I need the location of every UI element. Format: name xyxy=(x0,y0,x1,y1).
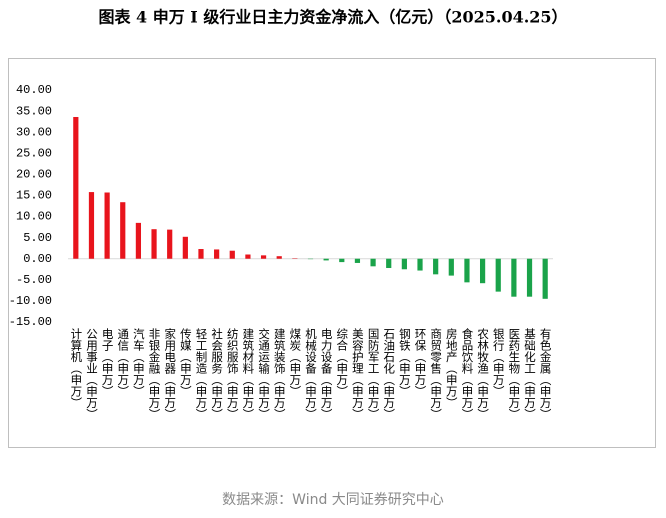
bar xyxy=(245,254,251,259)
x-tick-label: 银行（申万） xyxy=(492,327,506,397)
x-tick-label: 家用电器（申万） xyxy=(163,327,177,420)
x-tick-label: 汽车（申万） xyxy=(132,327,146,397)
bar xyxy=(339,258,345,263)
bar xyxy=(433,258,439,275)
bar xyxy=(151,229,157,259)
y-tick-label: 10.00 xyxy=(16,210,52,224)
x-tick-label: 纺织服饰（申万） xyxy=(226,327,240,420)
bar xyxy=(495,258,501,292)
x-tick-label: 通信（申万） xyxy=(116,328,130,397)
x-tick-label: 美容护理（申万） xyxy=(351,327,365,420)
bar xyxy=(386,258,392,269)
bar xyxy=(370,258,376,267)
x-tick-label: 食品饮料（申万） xyxy=(460,327,474,420)
y-tick-label: 40.00 xyxy=(16,83,52,97)
x-tick-label: 轻工制造（申万） xyxy=(194,327,208,420)
x-tick-label: 公用事业（申万） xyxy=(85,328,99,420)
bar xyxy=(479,258,486,284)
bar xyxy=(448,258,454,276)
x-tick-label: 有色金属（申万） xyxy=(539,327,553,420)
x-tick-label: 石油石化（申万） xyxy=(382,328,396,420)
x-tick-label: 医药生物（申万） xyxy=(507,328,521,420)
y-tick-label: 15.00 xyxy=(16,189,52,203)
x-tick-label: 计算机（申万） xyxy=(69,328,83,409)
bar xyxy=(276,256,282,259)
chart-title: 图表 4 申万 I 级行业日主力资金净流入（亿元）（2025.04.25） xyxy=(98,8,567,27)
x-tick-label: 基础化工（申万） xyxy=(523,328,537,420)
x-tick-label: 商贸零售（申万） xyxy=(429,327,443,420)
y-tick-label: 0.00 xyxy=(23,252,52,266)
bar xyxy=(323,258,329,261)
bar xyxy=(526,258,533,297)
x-tick-label: 综合（申万） xyxy=(335,327,349,397)
x-tick-label: 钢铁（申万） xyxy=(398,328,412,397)
y-tick-label: 30.00 xyxy=(16,125,52,139)
chart-frame xyxy=(8,58,656,448)
x-tick-label: 传媒（申万） xyxy=(179,327,193,397)
y-tick-label: 20.00 xyxy=(16,168,52,182)
y-tick-label: 5.00 xyxy=(23,231,52,245)
y-tick-label: -15.00 xyxy=(9,315,52,329)
x-tick-label: 机械设备（申万） xyxy=(304,327,318,420)
x-tick-label: 农林牧渔（申万） xyxy=(476,327,490,420)
bar xyxy=(73,116,79,259)
x-tick-label: 电子（申万） xyxy=(101,328,115,397)
x-tick-label: 交通运输（申万） xyxy=(257,327,271,420)
y-tick-label: 35.00 xyxy=(16,104,52,118)
bar xyxy=(511,258,517,297)
x-tick-label: 建筑装饰（申万） xyxy=(273,327,287,420)
bar xyxy=(417,258,423,271)
y-tick-label: -10.00 xyxy=(9,294,52,308)
bar xyxy=(464,258,470,283)
bar xyxy=(260,255,267,259)
x-tick-label: 社会服务（申万） xyxy=(210,327,224,420)
x-tick-label: 环保（申万） xyxy=(414,328,428,397)
bar xyxy=(167,229,173,259)
bar xyxy=(135,222,142,259)
bar xyxy=(104,192,110,259)
bar xyxy=(214,249,220,259)
x-tick-label: 煤炭（申万） xyxy=(288,328,302,397)
bar xyxy=(542,258,548,299)
source-note: 数据来源：Wind 大同证券研究中心 xyxy=(222,492,444,508)
x-tick-label: 电力设备（申万） xyxy=(320,328,334,420)
bar xyxy=(354,258,361,263)
x-tick-label: 房地产（申万） xyxy=(445,328,459,409)
y-tick-label: 25.00 xyxy=(16,146,52,160)
bar xyxy=(198,249,204,259)
bar xyxy=(120,202,126,259)
x-tick-label: 非银金融（申万） xyxy=(148,328,162,420)
x-tick-label: 国防军工（申万） xyxy=(367,328,381,420)
x-tick-label: 建筑材料（申万） xyxy=(241,327,255,420)
bar xyxy=(88,192,95,259)
bar xyxy=(182,236,188,259)
bar xyxy=(401,258,407,270)
y-tick-label: -5.00 xyxy=(16,273,52,287)
bar xyxy=(229,250,235,259)
